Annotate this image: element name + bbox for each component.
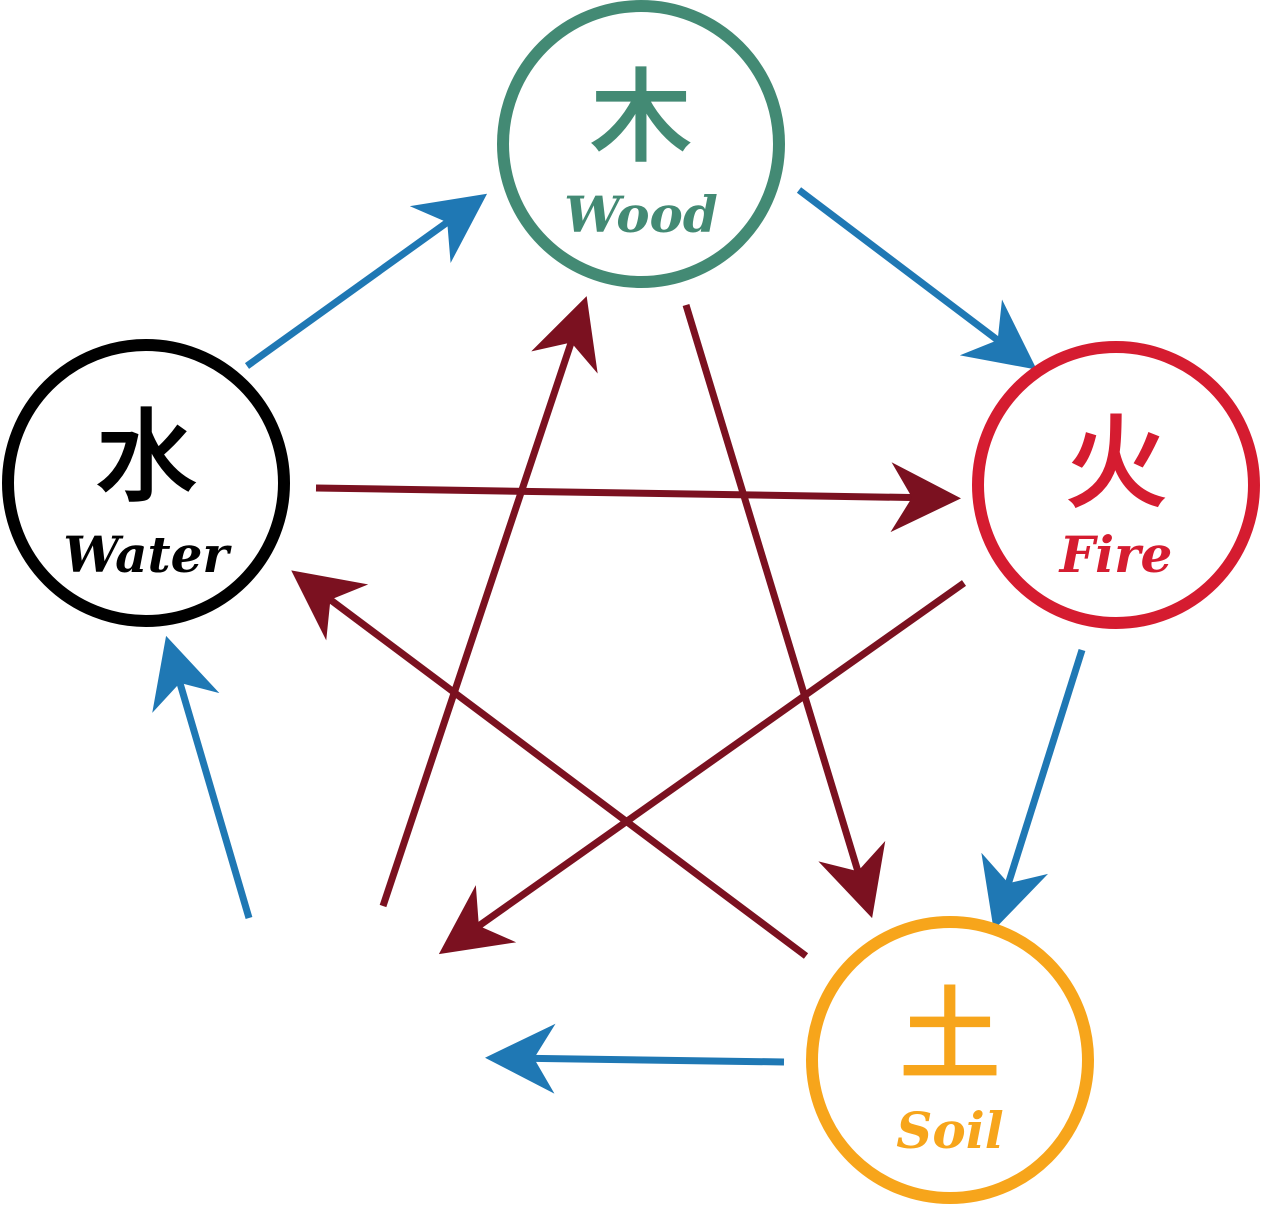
water-character: 水 xyxy=(96,398,197,516)
arrow-fire-to-missing xyxy=(438,580,967,955)
arrow-soil-to-missing xyxy=(485,1023,785,1094)
arrow-missing-to-wood xyxy=(379,296,598,908)
arrow-missing-to-water xyxy=(152,635,253,919)
arrow-fire-to-soil xyxy=(981,648,1086,931)
wood-label: Wood xyxy=(564,185,718,244)
arrow-wood-to-fire xyxy=(796,187,1037,370)
soil-circle xyxy=(806,916,1094,1204)
element-water: 水 Water xyxy=(2,339,290,627)
water-label: Water xyxy=(63,525,232,584)
fire-label: Fire xyxy=(1058,525,1173,584)
fire-circle xyxy=(972,341,1260,629)
soil-label: Soil xyxy=(896,1101,1003,1160)
element-soil: 土 Soil xyxy=(806,916,1094,1204)
arrow-wood-to-soil xyxy=(682,303,886,919)
controlling-arrows xyxy=(291,296,967,959)
wood-character: 木 xyxy=(591,58,691,176)
generating-arrows xyxy=(152,187,1086,1094)
element-fire: 火 Fire xyxy=(972,341,1260,629)
element-wood: 木 Wood xyxy=(497,0,785,288)
arrow-soil-to-water xyxy=(291,570,809,959)
wood-circle xyxy=(497,0,785,288)
arrow-water-to-wood xyxy=(244,193,488,369)
fire-character: 火 xyxy=(1066,404,1166,522)
soil-character: 土 xyxy=(900,976,1000,1094)
arrow-water-to-fire xyxy=(315,462,961,533)
water-circle xyxy=(2,339,290,627)
